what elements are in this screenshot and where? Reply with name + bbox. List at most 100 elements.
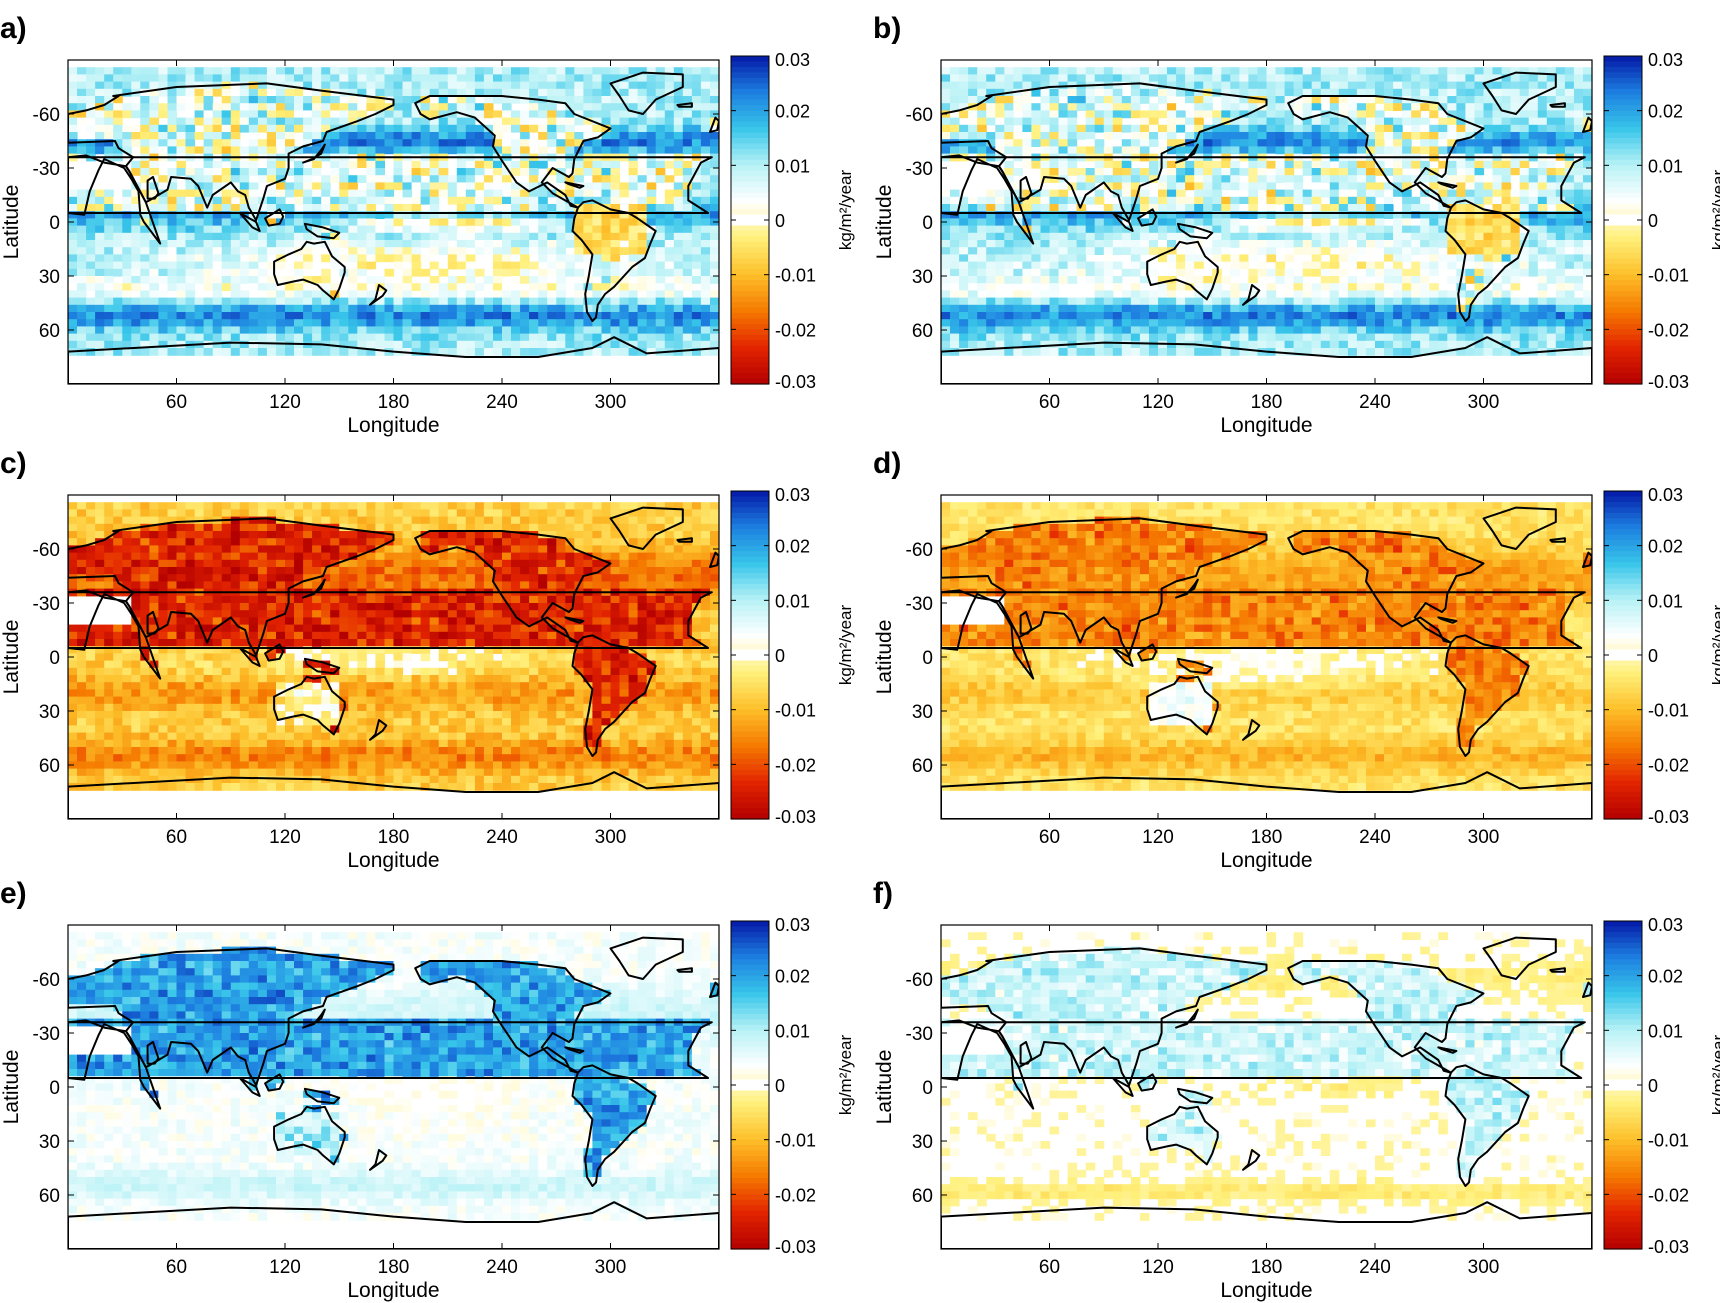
x-tick-label: 180 [378,392,410,413]
y-tick-label: 30 [912,1132,933,1153]
colorbar-tick-label: -0.03 [1648,372,1689,392]
y-axis-label: Latitude [0,620,23,695]
coastline-japan [302,1008,326,1029]
coastline-antarctica [941,1201,1592,1249]
coastline-africa [68,589,162,680]
colorbar-tick-label: -0.02 [1648,320,1689,340]
x-tick-label: 120 [1142,392,1174,413]
y-tick-label: 30 [39,702,60,723]
y-tick-label: 0 [922,213,933,234]
coastline-sumatra [238,212,261,232]
y-tick-label: -60 [906,970,933,991]
y-tick-label: 30 [912,702,933,723]
coastline-sAmerica [1444,1064,1530,1187]
colorbar-tick-label: -0.01 [1648,1131,1689,1151]
x-tick-label: 180 [378,1257,410,1278]
coastline-sAmerica [571,199,657,322]
colorbar-tick-label: 0.03 [1648,915,1683,935]
x-axis-label: Longitude [1220,414,1312,437]
coastline-eurasia [68,947,395,1087]
y-tick-label: 30 [912,267,933,288]
y-tick-label: 0 [49,648,60,669]
colorbar-label: kg/m²/year [1709,170,1720,251]
y-tick-label: -30 [906,1024,933,1045]
y-tick-label: -30 [33,1024,60,1045]
coastline-madagascar [1019,1041,1033,1065]
coastlines [941,936,1592,1249]
coastline-antarctica [68,1201,719,1249]
colorbar-label: kg/m²/year [836,170,855,251]
x-tick-label: 60 [166,827,187,848]
colorbar-tick-label: 0.01 [1648,591,1683,611]
x-tick-label: 240 [486,1257,518,1278]
coastline-nAmerica [414,530,612,644]
y-tick-label: 60 [912,321,933,342]
colorbar-tick-label: -0.01 [775,701,816,721]
colorbar-tick-label: -0.03 [1648,1237,1689,1257]
coastline-madagascar [1019,611,1033,635]
colorbar: 0.03 0.02 0.01 0 -0.01 -0.02 -0.03 kg/m²/year [730,50,855,392]
panel-b: b) 60 120 180 240 300 -60 -30 0 30 60 Longitude Lati… [873,12,1720,437]
coastline-greenland [609,936,684,980]
y-axis-label: Latitude [0,185,23,260]
coastline-sumatra [238,1077,261,1097]
colorbar-tick-label: 0.01 [775,156,810,176]
x-tick-label: 240 [486,827,518,848]
colorbar-tick-label: -0.02 [775,1185,816,1205]
colorbar: 0.03 0.02 0.01 0 -0.01 -0.02 -0.03 kg/m²/year [1603,485,1720,827]
colorbar-label: kg/m²/year [836,1035,855,1116]
colorbar-tick-label: 0.03 [1648,50,1683,70]
coastline-eurasia [941,517,1268,657]
y-tick-label: -30 [906,159,933,180]
colorbar-tick-label: 0.03 [1648,485,1683,505]
coastline-uk [709,116,719,133]
x-tick-label: 120 [1142,1257,1174,1278]
coastline-borneo [1137,1073,1158,1092]
colorbar-tick-label: 0.01 [775,591,810,611]
y-tick-label: 0 [922,1078,933,1099]
coastline-newGuinea [303,222,341,240]
colorbar-tick-label: -0.01 [775,1131,816,1151]
y-tick-label: -60 [33,105,60,126]
coastlines [68,936,719,1249]
coastline-iceland [1549,102,1566,108]
coastline-newZealand [369,284,388,306]
y-tick-label: 30 [39,1132,60,1153]
panel-e: e) 60 120 180 240 300 -60 -30 0 30 60 Longitude Lati… [0,877,855,1302]
coastline-sumatra [1111,212,1134,232]
colorbar-tick-label: 0 [775,646,785,666]
coastline-greenland [609,506,684,550]
coastline-westAfrica [941,591,1586,649]
coastline-newGuinea [1176,657,1214,675]
x-tick-label: 300 [1468,827,1500,848]
y-tick-label: -60 [906,540,933,561]
colorbar-tick-label: 0.03 [775,485,810,505]
coastline-eurasia [68,517,395,657]
coastline-australia [273,675,346,736]
colorbar-tick-label: 0 [775,211,785,231]
y-tick-label: 60 [39,321,60,342]
colorbar-tick-label: -0.02 [1648,1185,1689,1205]
coastline-nAmerica [414,960,612,1074]
colorbar: 0.03 0.02 0.01 0 -0.01 -0.02 -0.03 kg/m²/year [1603,915,1720,1257]
panel-label: f) [873,877,893,910]
coastlines [941,71,1592,384]
coastline-borneo [264,643,285,662]
coastline-japan [1175,1008,1199,1029]
coastline-australia [1146,240,1219,301]
colorbar-tick-label: -0.03 [775,1237,816,1257]
colorbar-tick-label: 0 [1648,646,1658,666]
x-tick-label: 180 [1251,1257,1283,1278]
colorbar-tick-label: 0.03 [775,915,810,935]
y-axis-label: Latitude [873,1050,896,1125]
colorbar-tick-label: 0.02 [1648,967,1683,987]
panel-f: f) 60 120 180 240 300 -60 -30 0 30 60 Longitude Lati… [873,877,1720,1302]
coastline-newGuinea [303,657,341,675]
x-tick-label: 240 [1359,827,1391,848]
coastline-japan [302,143,326,164]
panel-label: c) [0,447,27,480]
x-tick-label: 120 [1142,827,1174,848]
heatmap-cells [68,925,719,1249]
y-tick-label: -30 [906,594,933,615]
coastline-japan [1175,143,1199,164]
